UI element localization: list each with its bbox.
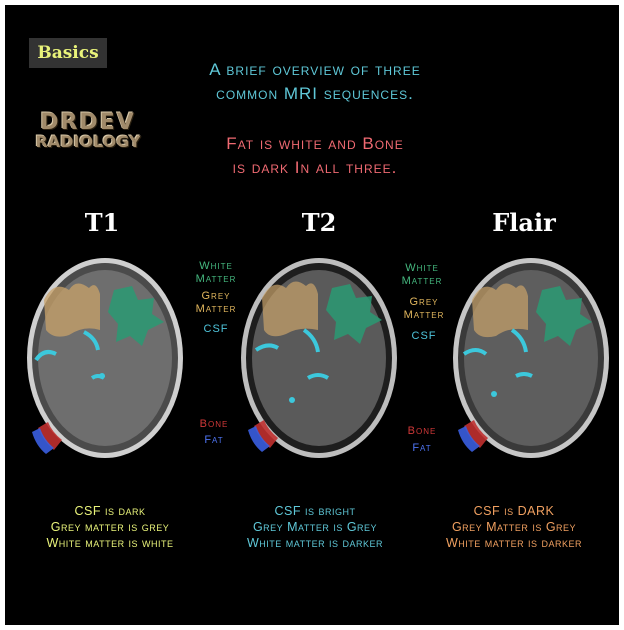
- t1-line-2: Grey matter is grey: [50, 520, 170, 534]
- t2-grey-matter-overlay: [262, 281, 318, 337]
- t2-line-3: White matter is darker: [246, 536, 384, 550]
- flair-line-2: Grey Matter is Grey: [451, 520, 577, 534]
- intro-text: A brief overview of three common MRI seq…: [150, 58, 480, 106]
- t2-line-1: CSF is bright: [274, 504, 356, 518]
- label-fat-1: Fat: [204, 434, 224, 446]
- label-bone-1: Bone: [199, 418, 229, 430]
- t2-bone-overlay: [254, 420, 278, 448]
- t1-fat-overlay: [32, 428, 54, 454]
- label-grey-matter-2: Grey Matter: [394, 296, 454, 322]
- flair-fat-overlay: [458, 426, 480, 452]
- t1-bone-overlay: [38, 422, 62, 450]
- t2-brain-scan: [241, 258, 397, 458]
- label-grey-matter-2-l1: Grey: [409, 296, 439, 308]
- note-line-1: Fat is white and Bone: [226, 134, 404, 153]
- t1-line-3: White matter is white: [46, 536, 174, 550]
- t1-csf-dot: [99, 373, 105, 379]
- label-csf-2: CSF: [411, 330, 437, 342]
- t2-fat-overlay: [248, 426, 270, 452]
- label-white-matter-1: White Matter: [186, 260, 246, 286]
- note-text: Fat is white and Bone is dark In all thr…: [150, 132, 480, 180]
- label-bone-2: Bone: [407, 425, 437, 437]
- flair-csf-overlay: [462, 328, 533, 378]
- label-grey-matter-1: Grey Matter: [186, 290, 246, 316]
- label-white-matter-1-l2: Matter: [195, 273, 237, 285]
- drdev-radiology-logo: DRDEV RADIOLOGY: [24, 112, 152, 150]
- intro-line-2: common MRI sequences.: [216, 84, 414, 103]
- logo-line-2: RADIOLOGY: [35, 132, 141, 151]
- label-csf-1: CSF: [203, 323, 229, 335]
- flair-grey-matter-overlay: [472, 283, 528, 338]
- flair-description: CSF is DARK Grey Matter is Grey White ma…: [414, 503, 614, 551]
- label-grey-matter-1-l1: Grey: [201, 290, 231, 302]
- flair-white-matter-overlay: [536, 286, 592, 346]
- label-white-matter-2-l1: White: [405, 262, 439, 274]
- label-white-matter-1-l1: White: [199, 260, 233, 272]
- t2-description: CSF is bright Grey Matter is Grey White …: [215, 503, 415, 551]
- label-grey-matter-1-l2: Matter: [195, 303, 237, 315]
- logo-line-1: DRDEV: [40, 110, 136, 135]
- title-t1: T1: [84, 208, 120, 237]
- flair-line-1: CSF is DARK: [473, 504, 555, 518]
- t2-csf-overlay: [254, 328, 330, 380]
- label-white-matter-2-l2: Matter: [401, 275, 443, 287]
- note-line-2: is dark In all three.: [232, 158, 398, 177]
- label-grey-matter-2-l2: Matter: [403, 309, 445, 321]
- t2-csf-dot: [289, 397, 295, 403]
- intro-line-1: A brief overview of three: [209, 60, 421, 79]
- t1-grey-matter-overlay: [44, 283, 100, 337]
- flair-csf-dot: [491, 391, 497, 397]
- label-white-matter-2: White Matter: [392, 262, 452, 288]
- flair-brain-scan: [453, 258, 609, 458]
- title-t2: T2: [301, 208, 337, 237]
- basics-badge: Basics: [29, 38, 107, 68]
- flair-bone-overlay: [464, 420, 488, 448]
- t1-white-matter-overlay: [108, 286, 164, 346]
- t2-line-2: Grey Matter is Grey: [252, 520, 378, 534]
- t1-line-1: CSF is dark: [74, 504, 146, 518]
- t2-white-matter-overlay: [326, 284, 382, 344]
- title-flair: Flair: [492, 208, 556, 237]
- t1-description: CSF is dark Grey matter is grey White ma…: [10, 503, 210, 551]
- flair-line-3: White matter is darker: [445, 536, 583, 550]
- label-fat-2: Fat: [412, 442, 432, 454]
- t1-brain-scan: [27, 258, 183, 458]
